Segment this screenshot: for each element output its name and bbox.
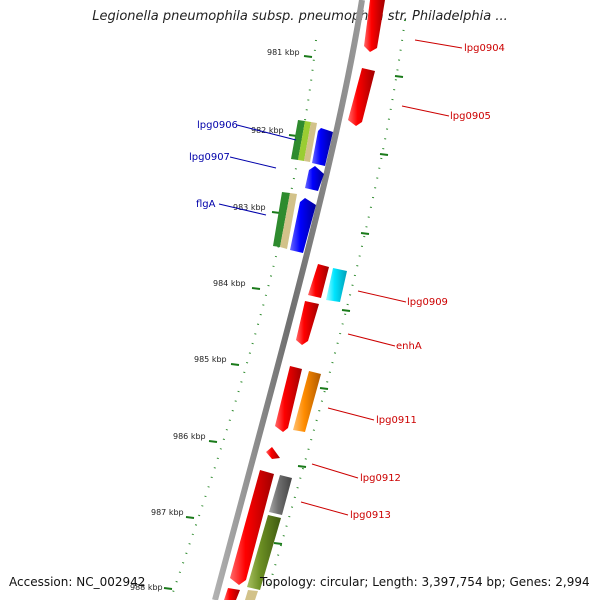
- kbp-label-983: 983 kbp: [233, 203, 266, 212]
- kbp-labels: 981 kbp 982 kbp 983 kbp 984 kbp 985 kbp …: [130, 48, 300, 592]
- kbp-label-986: 986 kbp: [173, 432, 206, 441]
- kbp-label-985: 985 kbp: [194, 355, 227, 364]
- label-lpg0907: lpg0907: [189, 152, 230, 163]
- tick-track-left: [171, 39, 317, 596]
- gene-lpg0913[interactable]: [247, 515, 281, 590]
- gene-red-mid-left[interactable]: [296, 301, 319, 345]
- label-flgA: flgA: [196, 199, 216, 210]
- kbp-label-982: 982 kbp: [251, 126, 284, 135]
- major-ticks-right: [273, 75, 404, 545]
- gene-red-lower-left[interactable]: [275, 366, 302, 432]
- map-title: Legionella pneumophila subsp. pneumophil…: [92, 9, 508, 24]
- label-connectors: [218, 39, 463, 516]
- gene-lpg0905[interactable]: [348, 68, 375, 126]
- gene-lpg0904[interactable]: [364, 0, 385, 52]
- gene-labels-left: lpg0906 lpg0907 flgA: [189, 120, 238, 210]
- kbp-label-981: 981 kbp: [267, 48, 300, 57]
- label-lpg0905: lpg0905: [450, 111, 491, 122]
- gene-flgA-blue[interactable]: [290, 198, 316, 253]
- gene-flgA[interactable]: [273, 192, 297, 249]
- kbp-label-984: 984 kbp: [213, 279, 246, 288]
- gene-lpg0911[interactable]: [293, 371, 321, 432]
- gene-lpg0912[interactable]: [269, 475, 292, 515]
- gene-red-upper-left[interactable]: [308, 264, 329, 298]
- gene-lpg0907[interactable]: [305, 166, 324, 191]
- gene-tan-bottom[interactable]: [245, 590, 258, 600]
- gene-red-bottom[interactable]: [224, 588, 240, 600]
- gene-lpg0906-blue[interactable]: [312, 128, 333, 166]
- label-lpg0906: lpg0906: [197, 120, 238, 131]
- gene-lpg0909[interactable]: [326, 268, 347, 302]
- label-lpg0909: lpg0909: [407, 297, 448, 308]
- genome-backbone: [212, 0, 365, 600]
- label-lpg0904: lpg0904: [464, 43, 505, 54]
- tick-track-right: [267, 19, 406, 591]
- label-lpg0911: lpg0911: [376, 415, 417, 426]
- gene-red-long[interactable]: [230, 470, 274, 585]
- gene-lpg0906[interactable]: [291, 120, 317, 162]
- accession-text: Accession: NC_002942: [9, 575, 146, 589]
- gene-labels-right: lpg0904 lpg0905 lpg0909 enhA lpg0911 lpg…: [350, 43, 505, 521]
- label-enhA: enhA: [396, 341, 422, 352]
- kbp-label-988: 988 kbp: [130, 583, 163, 592]
- label-lpg0912: lpg0912: [360, 473, 401, 484]
- gene-red-small[interactable]: [266, 447, 280, 459]
- kbp-label-987: 987 kbp: [151, 508, 184, 517]
- label-lpg0913: lpg0913: [350, 510, 391, 521]
- topology-text: Topology: circular; Length: 3,397,754 bp…: [260, 575, 590, 589]
